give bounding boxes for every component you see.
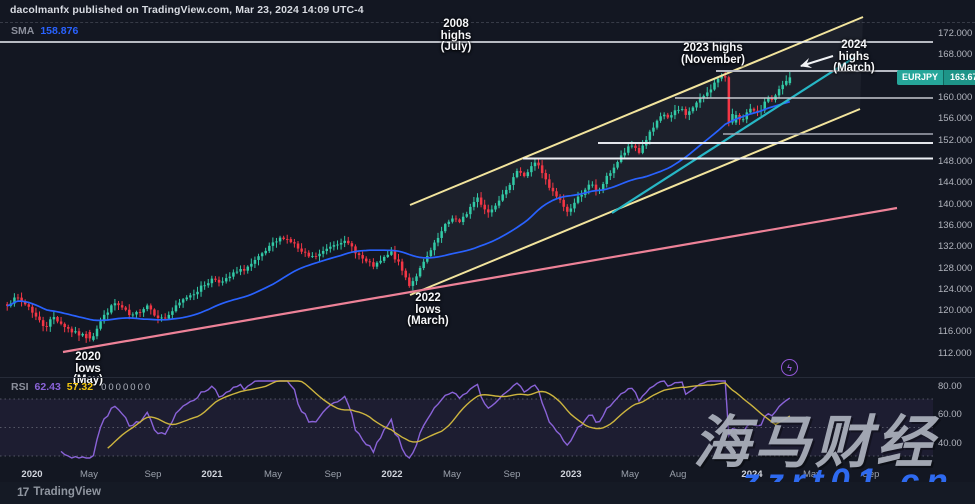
rsi-arg: 0 <box>122 382 129 393</box>
sma-indicator-legend[interactable]: SMA 158.876 <box>11 25 78 37</box>
price-axis-label: 168.000 <box>938 49 973 61</box>
price-axis-label: 156.000 <box>938 113 973 125</box>
annotation-label: 2024 highs (March) <box>833 39 875 74</box>
time-axis-label: 2022 <box>381 469 403 480</box>
price-axis-label: 148.000 <box>938 155 973 167</box>
last-price-tag: EURJPY 163.678 <box>897 70 975 85</box>
time-axis-label: May <box>803 469 821 480</box>
time-axis-label: Sep <box>144 469 162 480</box>
tradingview-logo-icon: 17 <box>17 485 29 499</box>
price-axis-label: 120.000 <box>938 305 973 317</box>
rsi-value: 62.43 <box>34 381 61 393</box>
rsi-axis-label: 40.00 <box>938 437 962 449</box>
channel-fill <box>410 17 863 295</box>
yellow-channel-upper <box>409 16 864 206</box>
rsi-pane <box>0 380 933 459</box>
time-axis-label: Sep <box>862 469 880 480</box>
price-axis-label: 116.000 <box>938 326 972 338</box>
highs-arrow <box>800 55 834 68</box>
price-axis-label: 144.000 <box>938 177 973 189</box>
time-axis-label: May <box>621 469 639 480</box>
main-pane <box>0 16 933 354</box>
time-axis-label: May <box>80 469 98 480</box>
price-axis-label: 152.000 <box>938 134 973 146</box>
rsi-axis-label: 60.00 <box>938 409 962 421</box>
idea-lightning-icon[interactable]: ϟ <box>781 359 798 376</box>
price-axis-label: 140.000 <box>938 198 973 210</box>
rsi-label: RSI <box>11 381 29 393</box>
price-axis-label: 128.000 <box>938 262 973 274</box>
time-axis-label: May <box>264 469 282 480</box>
rsi-arg: 0 <box>130 382 136 393</box>
rsi-arg: 0 <box>144 382 151 393</box>
rsi-arg: 0 <box>108 382 114 393</box>
footer-strip <box>0 482 975 504</box>
price-axis-label: 160.000 <box>938 91 973 103</box>
pane-separator[interactable] <box>0 377 975 378</box>
rsi-arg: 0 <box>101 382 107 393</box>
rsi-ma-line <box>107 380 791 449</box>
annotation-label: 2022 lows (March) <box>407 292 449 327</box>
price-axis-label: 124.000 <box>938 283 973 295</box>
pink-trendline <box>62 206 898 354</box>
symbol-ticker: EURJPY <box>897 70 944 85</box>
annotation-label: 2020 lows (May) <box>72 351 104 386</box>
tradingview-logo[interactable]: 17 TradingView <box>17 485 101 499</box>
rsi-line <box>60 380 791 459</box>
time-axis-label: Sep <box>324 469 342 480</box>
rsi-arg: 0 <box>115 382 121 393</box>
time-axis-label: 2023 <box>560 469 582 480</box>
annotation-label: 2023 highs (November) <box>681 42 745 66</box>
time-axis-label: 2020 <box>21 469 43 480</box>
rsi-arg: 0 <box>137 382 143 393</box>
last-price-value: 163.678 <box>943 70 975 85</box>
price-axis-label: 132.000 <box>938 241 973 253</box>
rsi-axis-label: 80.00 <box>938 380 962 392</box>
annotation-label: 2008 highs (July) <box>440 18 472 53</box>
yellow-channel-lower <box>409 108 861 296</box>
time-axis-label: 2024 <box>741 469 763 480</box>
watermark-chinese: 海马财经 <box>693 411 937 475</box>
header-separator <box>0 22 975 23</box>
publish-attribution: dacolmanfx published on TradingView.com,… <box>10 4 364 16</box>
sma-value: 158.876 <box>40 25 79 37</box>
price-axis-label: 172.000 <box>938 28 973 39</box>
time-axis-label: May <box>443 469 461 480</box>
time-axis-label: Sep <box>503 469 521 480</box>
sma-label: SMA <box>11 25 35 37</box>
sma-line <box>6 100 791 322</box>
time-axis-label: 2021 <box>201 469 223 480</box>
time-axis-label: Aug <box>669 469 687 480</box>
rsi-ma-value: 57.32 <box>66 381 94 393</box>
teal-trendline <box>611 56 856 214</box>
tradingview-logo-text: TradingView <box>33 486 101 498</box>
price-axis-label: 136.000 <box>938 219 973 231</box>
price-axis-label: 112.000 <box>938 347 972 359</box>
